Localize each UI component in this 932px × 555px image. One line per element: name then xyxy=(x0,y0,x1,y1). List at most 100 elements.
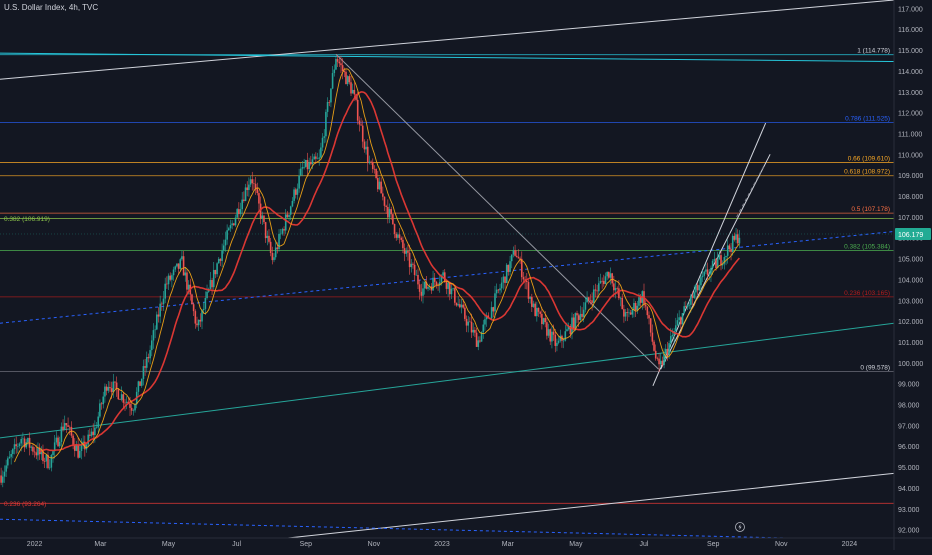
candle-body xyxy=(700,277,702,286)
candle-body xyxy=(35,452,38,456)
candle-body xyxy=(567,325,570,330)
candle-body xyxy=(460,304,463,308)
candle-body xyxy=(313,156,315,160)
candle-body xyxy=(705,269,707,272)
candle-body xyxy=(259,203,262,219)
candle-body xyxy=(278,233,280,249)
last-price-value: 106.179 xyxy=(898,232,923,239)
moving-average-fast[interactable] xyxy=(14,68,740,463)
candle-body xyxy=(110,388,113,393)
candle-body xyxy=(177,263,180,269)
fib-level-label: 0.382 (106.919) xyxy=(4,216,50,223)
candle-body xyxy=(161,303,163,305)
candle-body xyxy=(656,358,659,359)
trend-line[interactable] xyxy=(0,52,895,63)
candle-body xyxy=(289,206,292,215)
candle-body xyxy=(238,209,240,215)
candle-body xyxy=(192,304,195,312)
candle-body xyxy=(1,476,4,483)
candle-body xyxy=(366,146,369,164)
candle-body xyxy=(191,294,193,305)
candle-body xyxy=(589,300,592,301)
trend-line[interactable] xyxy=(652,122,767,386)
candle-body xyxy=(383,196,386,206)
candle-body xyxy=(502,276,505,283)
candle-body xyxy=(166,283,168,285)
candle-body xyxy=(701,275,704,278)
candle-body xyxy=(392,214,394,225)
time-axis[interactable] xyxy=(0,538,932,550)
candle-body xyxy=(696,284,699,291)
y-tick-label: 105.000 xyxy=(898,257,923,264)
candle-body xyxy=(586,297,588,303)
trend-line[interactable] xyxy=(335,53,659,370)
candle-body xyxy=(199,319,202,322)
candle-body xyxy=(298,175,300,189)
x-tick-label: 2024 xyxy=(842,541,858,548)
candle-body xyxy=(437,285,439,286)
candle-body xyxy=(377,178,379,190)
candle-body xyxy=(710,267,712,275)
candle-body xyxy=(690,295,692,305)
trend-line[interactable] xyxy=(0,322,895,439)
candle-body xyxy=(651,332,654,342)
trend-line[interactable] xyxy=(0,0,895,80)
candle-body xyxy=(509,261,511,272)
candle-body xyxy=(499,288,501,291)
candle-body xyxy=(336,58,339,62)
candle-body xyxy=(537,307,540,312)
candle-body xyxy=(45,454,48,462)
candle-body xyxy=(512,250,515,255)
candle-body xyxy=(47,454,49,469)
candle-body xyxy=(415,274,418,276)
y-tick-label: 117.000 xyxy=(898,6,923,13)
candle-body xyxy=(479,340,481,342)
candle-body xyxy=(18,443,21,447)
candle-body xyxy=(402,239,404,249)
candle-body xyxy=(520,258,523,278)
candle-body xyxy=(726,245,729,256)
candle-body xyxy=(149,350,151,359)
x-tick-label: 2023 xyxy=(434,541,450,548)
candle-body xyxy=(668,343,670,356)
candle-body xyxy=(730,249,732,252)
candle-body xyxy=(713,259,716,261)
candle-body xyxy=(678,317,680,321)
candle-body xyxy=(234,217,237,226)
candle-body xyxy=(515,255,518,257)
candle-body xyxy=(522,277,525,280)
candle-body xyxy=(3,471,6,477)
candle-body xyxy=(634,303,637,311)
candle-body xyxy=(557,340,560,343)
x-tick-label: May xyxy=(162,541,176,548)
candle-body xyxy=(355,94,357,100)
candle-body xyxy=(417,274,419,285)
candle-body xyxy=(301,167,304,169)
candle-body xyxy=(239,209,242,215)
candle-body xyxy=(348,76,351,83)
x-tick-label: Mar xyxy=(94,541,107,548)
candle-body xyxy=(356,99,359,121)
candle-body xyxy=(507,264,510,272)
trend-line[interactable] xyxy=(0,518,786,539)
candle-body xyxy=(559,335,562,341)
candle-body xyxy=(412,263,414,265)
candle-body xyxy=(572,317,575,329)
trend-line[interactable] xyxy=(287,472,895,539)
candle-body xyxy=(42,449,44,462)
candle-body xyxy=(556,342,558,346)
candle-body xyxy=(211,280,213,288)
x-tick-label: May xyxy=(569,541,583,548)
candle-body xyxy=(341,65,344,72)
candle-body xyxy=(552,331,555,335)
y-tick-label: 100.000 xyxy=(898,361,923,368)
candle-body xyxy=(628,312,630,314)
candle-body xyxy=(12,449,14,454)
y-tick-label: 114.000 xyxy=(898,69,923,76)
candle-body xyxy=(325,111,327,137)
candle-body xyxy=(603,280,605,285)
price-axis[interactable] xyxy=(894,0,932,550)
candle-body xyxy=(119,399,121,400)
